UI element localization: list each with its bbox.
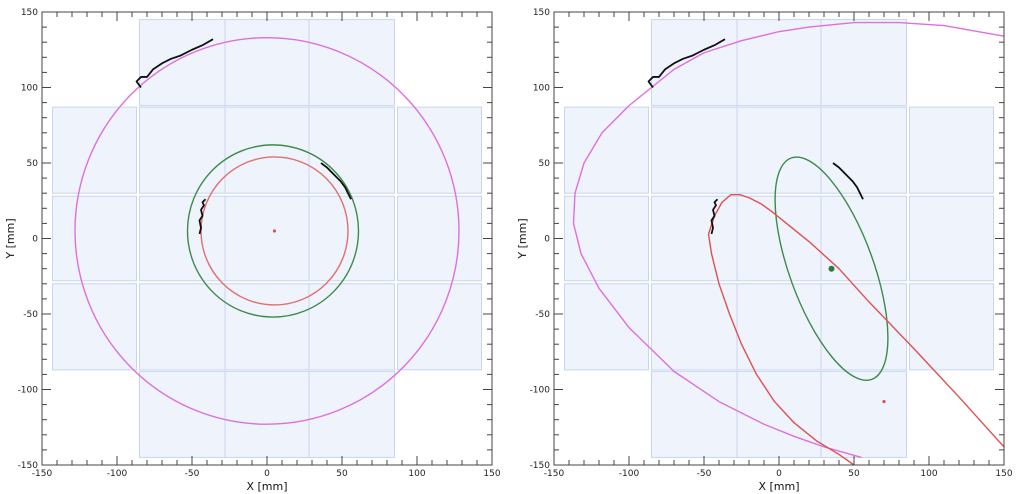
x-tick-label: 100	[920, 469, 937, 479]
y-axis-title: Y [mm]	[4, 218, 17, 259]
x-axis-title: X [mm]	[758, 480, 799, 493]
detector-tile-2	[736, 19, 822, 107]
plot-area	[52, 19, 482, 458]
detector-tile-16	[736, 283, 822, 371]
y-tick-label: 50	[27, 159, 39, 169]
track-1	[135, 38, 214, 89]
detector-tile-3	[308, 19, 395, 107]
detector-tile-16	[224, 283, 310, 371]
plot-area	[564, 19, 1004, 465]
detector-tile-4	[52, 106, 137, 194]
x-tick-label: -150	[544, 469, 565, 479]
track-3	[832, 162, 864, 200]
point-marker-1	[272, 229, 277, 233]
detector-tile-13	[909, 195, 994, 282]
y-tick-label: 150	[533, 8, 550, 18]
point-marker-2	[882, 399, 886, 404]
right-chart: -150 -100 -50 0 50 100 150 -150 -100 -50 0 50 100 150…	[516, 8, 1013, 493]
y-axis-title: Y [mm]	[516, 218, 529, 259]
detector-tile-18	[397, 283, 482, 371]
detector-tile-18	[909, 283, 994, 371]
detector-tile-19	[139, 370, 226, 458]
y-tick-label: -150	[18, 461, 39, 471]
x-axis-title: X [mm]	[246, 480, 287, 493]
y-tick-label: -150	[530, 461, 551, 471]
fit-curve-4	[707, 194, 1004, 448]
x-tick-label: 50	[848, 469, 860, 479]
detector-tile-14	[564, 283, 649, 371]
detector-tile-7	[308, 106, 395, 194]
x-tick-label: 50	[336, 469, 348, 479]
track-3	[320, 162, 352, 200]
y-tick-label: 50	[539, 159, 551, 169]
y-tick-label: -100	[530, 386, 551, 396]
track-2	[198, 198, 207, 235]
detector-tile-10	[139, 195, 226, 282]
detector-tile-1	[139, 19, 226, 107]
detector-tile-2	[224, 19, 310, 107]
x-tick-label: 0	[776, 469, 782, 479]
detector-tile-21	[308, 370, 395, 458]
fit-curve-3	[774, 156, 889, 382]
detector-tile-6	[224, 106, 310, 194]
detector-tile-4	[564, 106, 649, 194]
detector-tile-11	[224, 195, 310, 282]
detector-tile-5	[139, 106, 226, 194]
detector-tile-15	[651, 283, 738, 371]
x-tick-label: -150	[32, 469, 53, 479]
detector-tile-12	[820, 195, 907, 282]
detector-tile-14	[52, 283, 137, 371]
detector-tile-3	[820, 19, 907, 107]
detector-tile-9	[564, 195, 649, 282]
point-marker-1	[828, 265, 835, 272]
left-chart: -150 -100 -50 0 50 100 150 -150 -100 -50 0 50 100 150…	[4, 8, 501, 493]
detector-tile-21	[820, 370, 907, 458]
fit-curve-5	[707, 233, 855, 465]
fit-curve-1	[572, 86, 862, 459]
detector-tile-1	[651, 19, 738, 107]
y-tick-label: 150	[21, 8, 38, 18]
detector-tile-6	[736, 106, 822, 194]
x-tick-label: -50	[185, 469, 200, 479]
y-tick-label: 0	[544, 235, 550, 245]
x-tick-label: -100	[107, 469, 128, 479]
detector-tile-13	[397, 195, 482, 282]
x-tick-label: 100	[408, 469, 425, 479]
x-tick-label: -100	[619, 469, 640, 479]
detector-tile-7	[820, 106, 907, 194]
track-2	[710, 198, 719, 235]
x-tick-label: -50	[697, 469, 712, 479]
y-tick-label: 100	[533, 84, 550, 94]
fit-curve-1	[74, 36, 460, 425]
detector-tile-10	[651, 195, 738, 282]
y-tick-label: 100	[21, 84, 38, 94]
x-tick-label: 150	[483, 469, 500, 479]
y-tick-label: -100	[18, 386, 39, 396]
detector-tile-12	[308, 195, 395, 282]
detector-tile-17	[308, 283, 395, 371]
x-tick-label: 0	[264, 469, 270, 479]
detector-tile-20	[224, 370, 310, 458]
y-tick-label: -50	[23, 310, 38, 320]
track-1	[647, 38, 726, 89]
fit-curve-2	[186, 144, 360, 318]
detector-tile-15	[139, 283, 226, 371]
detector-tile-9	[52, 195, 137, 282]
detector-tile-8	[909, 106, 994, 194]
y-tick-label: 0	[32, 235, 38, 245]
detector-tile-8	[397, 106, 482, 194]
fit-curve-2	[651, 21, 1004, 89]
y-tick-label: -50	[535, 310, 550, 320]
right-chart-panel: -150 -100 -50 0 50 100 150 -150 -100 -50 0 50 100 150…	[512, 0, 1024, 494]
x-tick-label: 150	[995, 469, 1012, 479]
detector-tile-20	[736, 370, 822, 458]
detector-tile-5	[651, 106, 738, 194]
left-chart-panel: -150 -100 -50 0 50 100 150 -150 -100 -50 0 50 100 150…	[4, 8, 501, 493]
